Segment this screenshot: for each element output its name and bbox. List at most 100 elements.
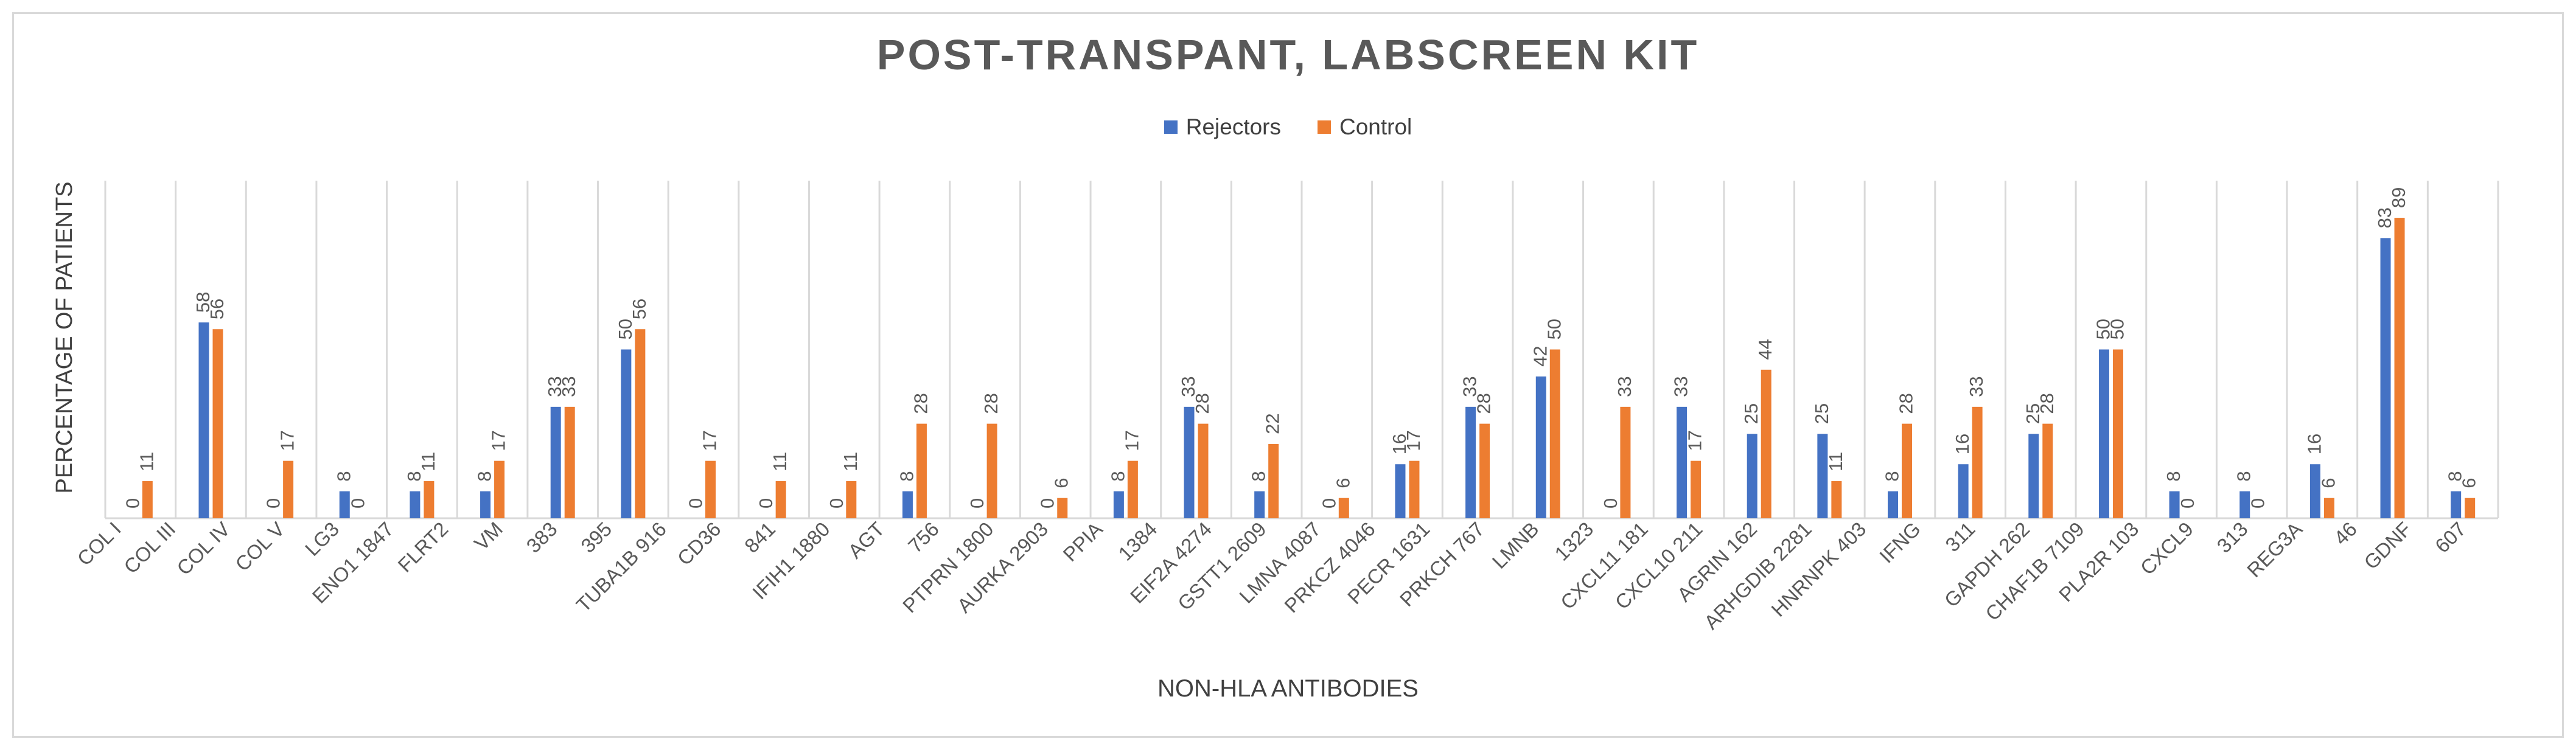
bar-control bbox=[2394, 218, 2405, 518]
bar-control bbox=[1268, 443, 1279, 518]
bar-rejectors bbox=[1535, 376, 1546, 518]
x-tick-label: 383 bbox=[522, 518, 562, 557]
bar-control bbox=[986, 423, 997, 518]
data-label-rejectors: 8 bbox=[2233, 471, 2255, 481]
chart-frame bbox=[12, 12, 2564, 738]
data-label-control: 33 bbox=[558, 376, 579, 397]
data-label-rejectors: 8 bbox=[896, 471, 917, 481]
bar-rejectors bbox=[1888, 491, 1898, 518]
bar-control bbox=[1127, 460, 1138, 518]
data-label-rejectors: 50 bbox=[615, 319, 636, 339]
data-label-rejectors: 83 bbox=[2374, 207, 2395, 228]
x-tick-label: 841 bbox=[740, 518, 780, 557]
data-label-control: 0 bbox=[2177, 498, 2198, 509]
bar-control bbox=[494, 460, 505, 518]
data-label-rejectors: 16 bbox=[1952, 434, 1973, 454]
bar-rejectors bbox=[2098, 349, 2109, 518]
x-tick-label: 395 bbox=[576, 518, 616, 557]
data-label-rejectors: 16 bbox=[1389, 434, 1410, 454]
x-axis-label: NON-HLA ANTIBODIES bbox=[1157, 675, 1419, 702]
data-label-rejectors: 0 bbox=[1318, 498, 1339, 509]
bar-control bbox=[142, 481, 153, 518]
x-tick-label: 607 bbox=[2431, 518, 2470, 557]
data-label-control: 28 bbox=[1896, 393, 1917, 414]
data-label-rejectors: 58 bbox=[192, 292, 214, 313]
bar-control bbox=[2465, 498, 2476, 518]
bar-rejectors bbox=[2451, 491, 2462, 518]
data-label-rejectors: 33 bbox=[544, 376, 565, 397]
bar-rejectors bbox=[1747, 434, 1757, 518]
x-tick-label: LMNB bbox=[1488, 518, 1543, 573]
data-label-rejectors: 8 bbox=[2445, 471, 2466, 481]
data-label-control: 17 bbox=[488, 430, 509, 451]
data-label-rejectors: 50 bbox=[2092, 319, 2114, 339]
x-tick-label: CXCL9 bbox=[2136, 518, 2197, 579]
x-tick-label: 311 bbox=[1941, 518, 1979, 556]
data-label-control: 6 bbox=[1051, 477, 1072, 488]
data-label-rejectors: 0 bbox=[755, 498, 777, 509]
data-label-rejectors: 8 bbox=[333, 471, 354, 481]
x-tick-label: COL I bbox=[73, 518, 125, 570]
x-tick-label: FLRT2 bbox=[393, 518, 452, 577]
data-label-rejectors: 0 bbox=[1037, 498, 1058, 509]
data-label-rejectors: 25 bbox=[1740, 403, 1762, 424]
data-label-control: 6 bbox=[2459, 477, 2480, 488]
legend: Rejectors Control bbox=[0, 114, 2576, 140]
data-label-control: 0 bbox=[347, 498, 368, 509]
bar-control bbox=[1338, 498, 1349, 518]
data-label-rejectors: 0 bbox=[1600, 498, 1621, 509]
x-tick-label: LG3 bbox=[301, 518, 343, 560]
data-label-control: 11 bbox=[840, 452, 861, 471]
x-tick-label: CD36 bbox=[673, 518, 725, 570]
bar-control bbox=[1549, 349, 1560, 518]
x-tick-label: PPIA bbox=[1058, 518, 1106, 566]
bar-rejectors bbox=[2380, 238, 2391, 518]
data-label-rejectors: 8 bbox=[1248, 471, 1269, 481]
bar-rejectors bbox=[902, 491, 913, 518]
data-label-control: 56 bbox=[206, 299, 228, 319]
bar-rejectors bbox=[1184, 406, 1195, 518]
x-tick-label: IFNG bbox=[1875, 518, 1925, 568]
bar-rejectors bbox=[1817, 434, 1828, 518]
bar-rejectors bbox=[1395, 464, 1406, 518]
bar-rejectors bbox=[2239, 491, 2250, 518]
data-label-control: 17 bbox=[1684, 430, 1706, 451]
data-label-control: 11 bbox=[769, 452, 791, 471]
bar-rejectors bbox=[1254, 491, 1265, 518]
data-label-control: 28 bbox=[1473, 393, 1495, 414]
legend-label-control: Control bbox=[1339, 114, 1412, 139]
data-label-control: 17 bbox=[699, 430, 721, 451]
bar-control bbox=[846, 481, 857, 518]
bar-rejectors bbox=[1677, 406, 1688, 518]
bar-rejectors bbox=[1465, 406, 1476, 518]
bar-control bbox=[775, 481, 786, 518]
data-label-control: 17 bbox=[277, 430, 298, 451]
bar-rejectors bbox=[198, 322, 209, 518]
x-tick-label: VM bbox=[470, 518, 507, 555]
bar-control bbox=[2042, 423, 2053, 518]
data-label-control: 22 bbox=[1262, 413, 1283, 434]
data-label-control: 33 bbox=[1614, 376, 1635, 397]
bar-control bbox=[916, 423, 927, 518]
bar-control bbox=[705, 460, 716, 518]
x-tick-label: COL III bbox=[119, 518, 180, 578]
x-tick-label: COL IV bbox=[172, 518, 234, 580]
data-label-control: 0 bbox=[2247, 498, 2269, 509]
data-label-rejectors: 8 bbox=[1107, 471, 1128, 481]
legend-swatch-rejectors bbox=[1164, 120, 1178, 134]
data-label-rejectors: 33 bbox=[1670, 376, 1692, 397]
data-label-control: 56 bbox=[629, 299, 650, 319]
data-label-rejectors: 25 bbox=[1811, 403, 1832, 424]
data-label-rejectors: 0 bbox=[122, 498, 143, 509]
bar-rejectors bbox=[480, 491, 491, 518]
data-label-rejectors: 8 bbox=[403, 471, 425, 481]
bar-rejectors bbox=[1113, 491, 1124, 518]
data-label-rejectors: 42 bbox=[1529, 345, 1551, 366]
chart-title: POST-TRANSPANT, LABSCREEN KIT bbox=[876, 31, 1700, 78]
data-label-control: 28 bbox=[2036, 393, 2058, 414]
bar-control bbox=[283, 460, 294, 518]
data-label-rejectors: 25 bbox=[2022, 403, 2044, 424]
x-tick-label: 1323 bbox=[1550, 518, 1597, 565]
bar-control bbox=[1972, 406, 1983, 518]
